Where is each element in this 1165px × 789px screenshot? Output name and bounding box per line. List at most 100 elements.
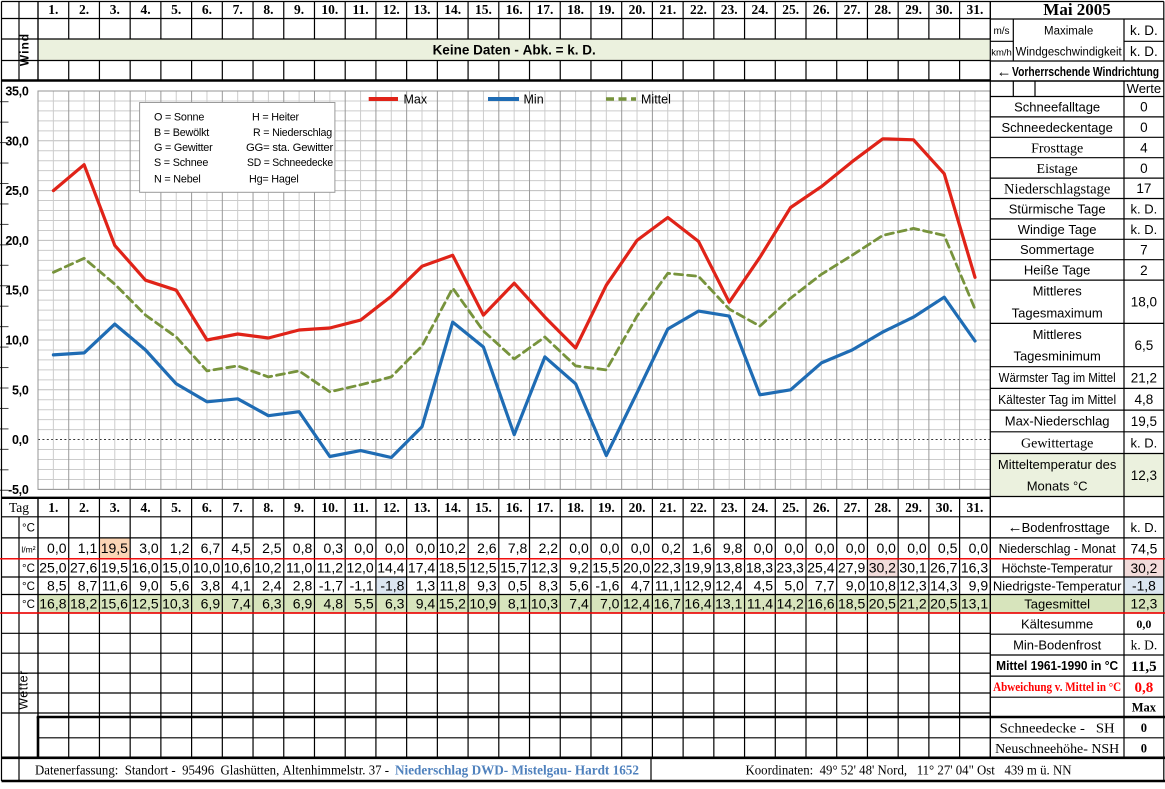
svg-text:16,8: 16,8	[39, 595, 66, 611]
svg-text:-1,6: -1,6	[595, 577, 619, 593]
svg-text:Max-Niederschlag: Max-Niederschlag	[1005, 414, 1110, 429]
svg-text:7,0: 7,0	[600, 595, 620, 611]
svg-text:7,4: 7,4	[231, 595, 251, 611]
svg-text:←: ←	[997, 63, 1012, 80]
svg-text:74,5: 74,5	[1130, 541, 1157, 556]
svg-text:9,2: 9,2	[569, 559, 589, 575]
svg-text:Eistage: Eistage	[1037, 162, 1078, 177]
svg-text:Mittel: Mittel	[641, 93, 671, 107]
svg-text:11.: 11.	[352, 2, 368, 17]
svg-text:19,5: 19,5	[101, 540, 128, 556]
svg-text:16,0: 16,0	[131, 559, 158, 575]
svg-text:Niederschlag DWD- Mistelgau- H: Niederschlag DWD- Mistelgau- Hardt 1652	[395, 762, 639, 777]
svg-text:30.: 30.	[936, 2, 953, 17]
svg-text:S = Schnee: S = Schnee	[154, 157, 208, 169]
svg-text:19,5: 19,5	[101, 559, 128, 575]
svg-text:10,6: 10,6	[224, 559, 251, 575]
svg-text:k. D.: k. D.	[1131, 435, 1158, 450]
svg-text:19.: 19.	[598, 2, 615, 17]
svg-text:25,0: 25,0	[39, 559, 66, 575]
svg-text:10,2: 10,2	[439, 540, 466, 556]
svg-text:15,2: 15,2	[439, 595, 466, 611]
svg-text:6,9: 6,9	[293, 595, 313, 611]
svg-text:4,1: 4,1	[231, 577, 251, 593]
svg-text:15.: 15.	[475, 2, 492, 17]
svg-text:GG= sta. Gewitter: GG= sta. Gewitter	[246, 142, 334, 154]
svg-text:14.: 14.	[444, 500, 461, 515]
svg-text:0,0: 0,0	[907, 540, 927, 556]
svg-text:Neuschneehöhe- NSH: Neuschneehöhe- NSH	[995, 742, 1119, 757]
svg-text:Gewittertage: Gewittertage	[1021, 437, 1093, 452]
svg-text:k. D.: k. D.	[1130, 44, 1158, 59]
svg-text:16,6: 16,6	[807, 595, 834, 611]
svg-text:9,9: 9,9	[969, 577, 989, 593]
svg-text:26.: 26.	[813, 500, 830, 515]
svg-text:20.: 20.	[629, 500, 646, 515]
svg-text:Mai 2005: Mai 2005	[1043, 0, 1111, 19]
svg-text:11,8: 11,8	[440, 577, 466, 593]
svg-text:0,5: 0,5	[508, 577, 528, 593]
svg-text:25.: 25.	[782, 500, 799, 515]
svg-text:10,0: 10,0	[193, 559, 220, 575]
svg-text:0,0: 0,0	[12, 433, 29, 447]
svg-text:10,8: 10,8	[869, 577, 896, 593]
svg-text:4,7: 4,7	[631, 577, 651, 593]
svg-text:30,1: 30,1	[899, 559, 926, 575]
svg-text:0,8: 0,8	[1135, 680, 1154, 696]
svg-text:8,3: 8,3	[539, 577, 559, 593]
svg-text:Mittleres: Mittleres	[1033, 327, 1083, 342]
svg-text:13.: 13.	[414, 500, 431, 515]
svg-text:20,0: 20,0	[5, 234, 28, 248]
svg-text:0,0: 0,0	[354, 540, 374, 556]
svg-text:Monats °C: Monats °C	[1027, 478, 1088, 493]
svg-text:5,5: 5,5	[354, 595, 374, 611]
svg-text:0: 0	[1141, 741, 1147, 755]
svg-text:16.: 16.	[506, 500, 523, 515]
svg-text:15,6: 15,6	[101, 595, 128, 611]
svg-text:22.: 22.	[690, 2, 707, 17]
svg-text:1,6: 1,6	[692, 540, 712, 556]
svg-text:4,5: 4,5	[754, 577, 774, 593]
svg-text:Kältesumme: Kältesumme	[1021, 616, 1093, 631]
svg-text:10,3: 10,3	[162, 595, 189, 611]
svg-text:Wind: Wind	[18, 33, 32, 66]
svg-text:9,8: 9,8	[723, 540, 743, 556]
svg-text:G = Gewitter: G = Gewitter	[154, 142, 213, 154]
svg-text:30.: 30.	[936, 500, 953, 515]
svg-text:5,6: 5,6	[569, 577, 589, 593]
svg-text:1,2: 1,2	[170, 540, 190, 556]
svg-text:17: 17	[1136, 181, 1151, 196]
svg-text:21,2: 21,2	[1131, 370, 1157, 385]
svg-text:Stürmische Tage: Stürmische Tage	[1009, 201, 1106, 216]
svg-text:Keine Daten - Abk. = k. D.: Keine Daten - Abk. = k. D.	[433, 42, 596, 57]
svg-text:6.: 6.	[202, 500, 212, 515]
svg-text:10,2: 10,2	[254, 559, 281, 575]
svg-text:m/s: m/s	[993, 26, 1009, 37]
svg-text:6,3: 6,3	[262, 595, 282, 611]
svg-text:-1,1: -1,1	[350, 577, 374, 593]
svg-text:8,1: 8,1	[508, 595, 528, 611]
svg-text:1,3: 1,3	[416, 577, 436, 593]
svg-text:18.: 18.	[567, 2, 584, 17]
svg-text:Niederschlag - Monat: Niederschlag - Monat	[999, 541, 1116, 556]
svg-text:0: 0	[1141, 721, 1147, 735]
svg-text:19.: 19.	[598, 500, 615, 515]
svg-text:27,9: 27,9	[838, 559, 865, 575]
svg-text:24.: 24.	[751, 2, 768, 17]
svg-text:°C: °C	[22, 581, 35, 593]
svg-text:3,0: 3,0	[139, 540, 159, 556]
svg-text:18,3: 18,3	[746, 559, 773, 575]
svg-text:18,0: 18,0	[1131, 295, 1157, 310]
svg-text:Vorherrschende Windrichtung: Vorherrschende Windrichtung	[1012, 65, 1159, 79]
svg-text:4: 4	[1140, 140, 1148, 155]
svg-text:0,0: 0,0	[1136, 617, 1151, 631]
svg-text:12,5: 12,5	[131, 595, 158, 611]
svg-text:4.: 4.	[140, 2, 150, 17]
svg-text:17.: 17.	[536, 500, 553, 515]
svg-text:5.: 5.	[171, 500, 181, 515]
svg-text:11,2: 11,2	[317, 559, 343, 575]
svg-text:5,6: 5,6	[170, 577, 190, 593]
svg-text:25.: 25.	[782, 2, 799, 17]
svg-text:4,8: 4,8	[1135, 392, 1154, 407]
svg-text:13,1: 13,1	[961, 595, 988, 611]
